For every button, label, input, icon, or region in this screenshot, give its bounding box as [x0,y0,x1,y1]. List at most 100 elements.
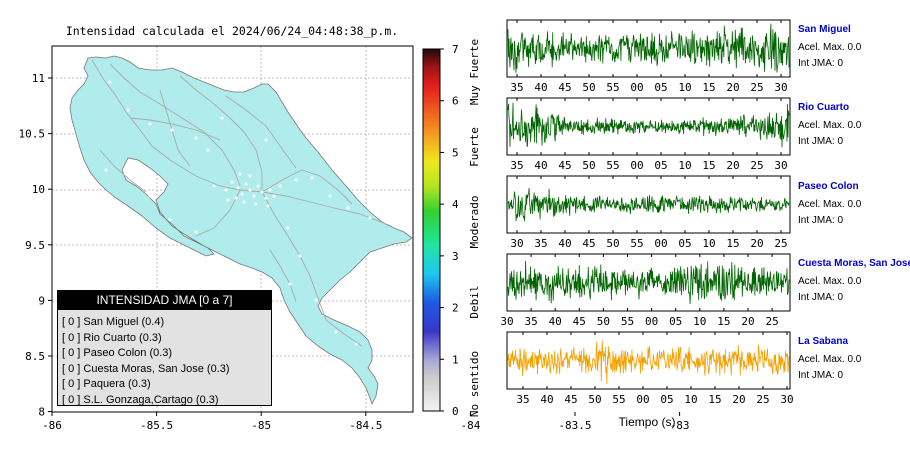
colorbar-tick-label: 5 [452,146,459,159]
map-y-tick-label: 10.5 [19,128,46,141]
waveform-tick-label: 50 [588,393,601,406]
waveform-tick-label: 10 [702,237,715,250]
station-intensity: Int JMA: 0 [798,370,844,381]
waveform-tick-label: 30 [510,237,523,250]
waveform-tick-label: 10 [678,81,691,94]
legend-row: [ 0 ] San Miguel (0.4) [62,316,165,328]
waveform-tick-label: 00 [630,159,643,172]
waveform-tick-label: 25 [756,393,769,406]
intensity-colorbar: 0 1 2 3 4 5 6 7 No sentido Debil Moderado Fuerte Mu… [422,39,481,418]
legend-row: [ 0 ] Paseo Colon (0.3) [62,347,173,359]
station-accel: Acel. Max. 0.0 [798,354,862,365]
station-accel: Acel. Max. 0.0 [798,199,862,210]
waveform-tick-label: 20 [726,81,739,94]
waveform-tick-label: 55 [606,159,619,172]
colorbar-intensity-label: Fuerte [468,127,481,167]
waveform-tick-label: 05 [669,315,682,328]
map-x-tick-label: -83 [670,419,690,432]
waveform-tick-label: 15 [717,315,730,328]
colorbar-tick-label: 0 [452,405,459,418]
station-intensity: Int JMA: 0 [798,58,844,69]
waveform-tick-label: 55 [606,81,619,94]
waveform-tick-label: 15 [708,393,721,406]
station-accel: Acel. Max. 0.0 [798,42,862,53]
waveform-tick-label: 30 [500,315,513,328]
waveform-tick-label: 30 [774,81,787,94]
waveform-tick-label: 50 [597,315,610,328]
road-network [91,59,387,347]
waveform-trace [507,102,790,148]
waveform-tick-label: 15 [702,81,715,94]
map-x-tick-label: -85.5 [140,419,173,432]
station-name: La Sabana [798,336,849,347]
waveform-tick-label: 35 [510,81,523,94]
station-accel: Acel. Max. 0.0 [798,276,862,287]
map-y-tick-label: 10 [32,183,45,196]
waveform-tick-label: 15 [702,159,715,172]
colorbar-labels: No sentido Debil Moderado Fuerte Muy Fuerte [468,39,481,417]
map-y-tick-label: 8.5 [25,350,45,363]
station-info-paseo-colon: Paseo Colon Acel. Max. 0.0 Int JMA: 0 [798,181,861,228]
station-info-la-sabana: La Sabana Acel. Max. 0.0 Int JMA: 0 [798,336,861,383]
waveform-tick-label: 45 [564,393,577,406]
colorbar-intensity-label: Muy Fuerte [468,39,481,105]
map-y-tick-label: 11 [32,72,45,85]
waveform-tick-label: 50 [582,159,595,172]
station-name: Cuesta Moras, San Jose [798,258,910,269]
waveform-tick-label: 20 [726,159,739,172]
station-name: Rio Cuarto [798,102,850,113]
station-info-san-miguel: San Miguel Acel. Max. 0.0 Int JMA: 0 [798,24,861,71]
waveform-tick-label: 05 [678,237,691,250]
station-info-cuesta-moras: Cuesta Moras, San Jose Acel. Max. 0.0 In… [798,258,910,305]
station-name: Paseo Colon [798,181,859,192]
waveform-panel: 30 35 40 45 50 55 00 05 10 15 20 25 [500,253,791,328]
waveform-tick-label: 00 [636,393,649,406]
waveform-panels: 35 40 45 50 55 00 05 10 15 20 25 30 35 40 45 50 55 00 05 10… [500,19,794,406]
map-x-tick-label: -84.5 [349,419,382,432]
waveform-tick-label: 05 [660,393,673,406]
map-y-tick-label: 8 [38,406,45,419]
colorbar-intensity-label: No sentido [468,351,481,417]
map-title: Intensidad calculada el 2024/06/24_04:48… [66,24,398,38]
waveform-tick-label: 05 [654,159,667,172]
colorbar-intensity-label: Moderado [468,196,481,249]
waveform-tick-label: 25 [774,237,787,250]
waveform-tick-label: 45 [558,81,571,94]
map-y-axis: 11 10.5 10 9.5 9 8.5 8 [19,72,52,419]
waveform-tick-label: 35 [524,315,537,328]
waveform-tick-label: 55 [612,393,625,406]
map-x-tick-label: -86 [42,419,62,432]
waveform-tick-label: 15 [726,237,739,250]
waveform-tick-label: 45 [573,315,586,328]
station-intensity: Int JMA: 0 [798,215,844,226]
waveform-tick-label: 55 [621,315,634,328]
waveform-tick-label: 05 [654,81,667,94]
waveform-tick-label: 10 [684,393,697,406]
map-x-tick-label: -84 [460,419,480,432]
waveform-tick-label: 50 [582,81,595,94]
station-markers [104,80,372,346]
colorbar-tick-label: 2 [452,302,459,315]
waveform-tick-label: 40 [558,237,571,250]
map-x-axis: -86 -85.5 -85 -84.5 -84 -83.5 -83 [42,412,690,432]
waveform-trace [507,23,790,73]
colorbar-tick-label: 7 [452,43,459,56]
waveform-tick-label: 35 [510,159,523,172]
waveform-tick-label: 25 [750,81,763,94]
intensity-legend: INTENSIDAD JMA [0 a 7] [ 0 ] San Miguel … [57,290,272,406]
waveform-tick-label: 40 [534,159,547,172]
waveform-tick-label: 00 [645,315,658,328]
station-info-rio-cuarto: Rio Cuarto Acel. Max. 0.0 Int JMA: 0 [798,102,861,149]
waveform-panel: 35 40 45 50 55 00 05 10 15 20 25 30 [506,331,794,406]
waveform-trace [507,340,790,385]
waveform-trace [507,260,790,305]
waveform-tick-label: 35 [534,237,547,250]
waveform-tick-label: 00 [654,237,667,250]
waveform-tick-label: 35 [516,393,529,406]
waveform-tick-label: 55 [630,237,643,250]
colorbar-tick-label: 3 [452,250,459,263]
legend-row: [ 0 ] S.L. Gonzaga,Cartago (0.3) [62,393,219,406]
legend-row: [ 0 ] Rio Cuarto (0.3) [62,331,162,344]
waveform-tick-label: 40 [540,393,553,406]
